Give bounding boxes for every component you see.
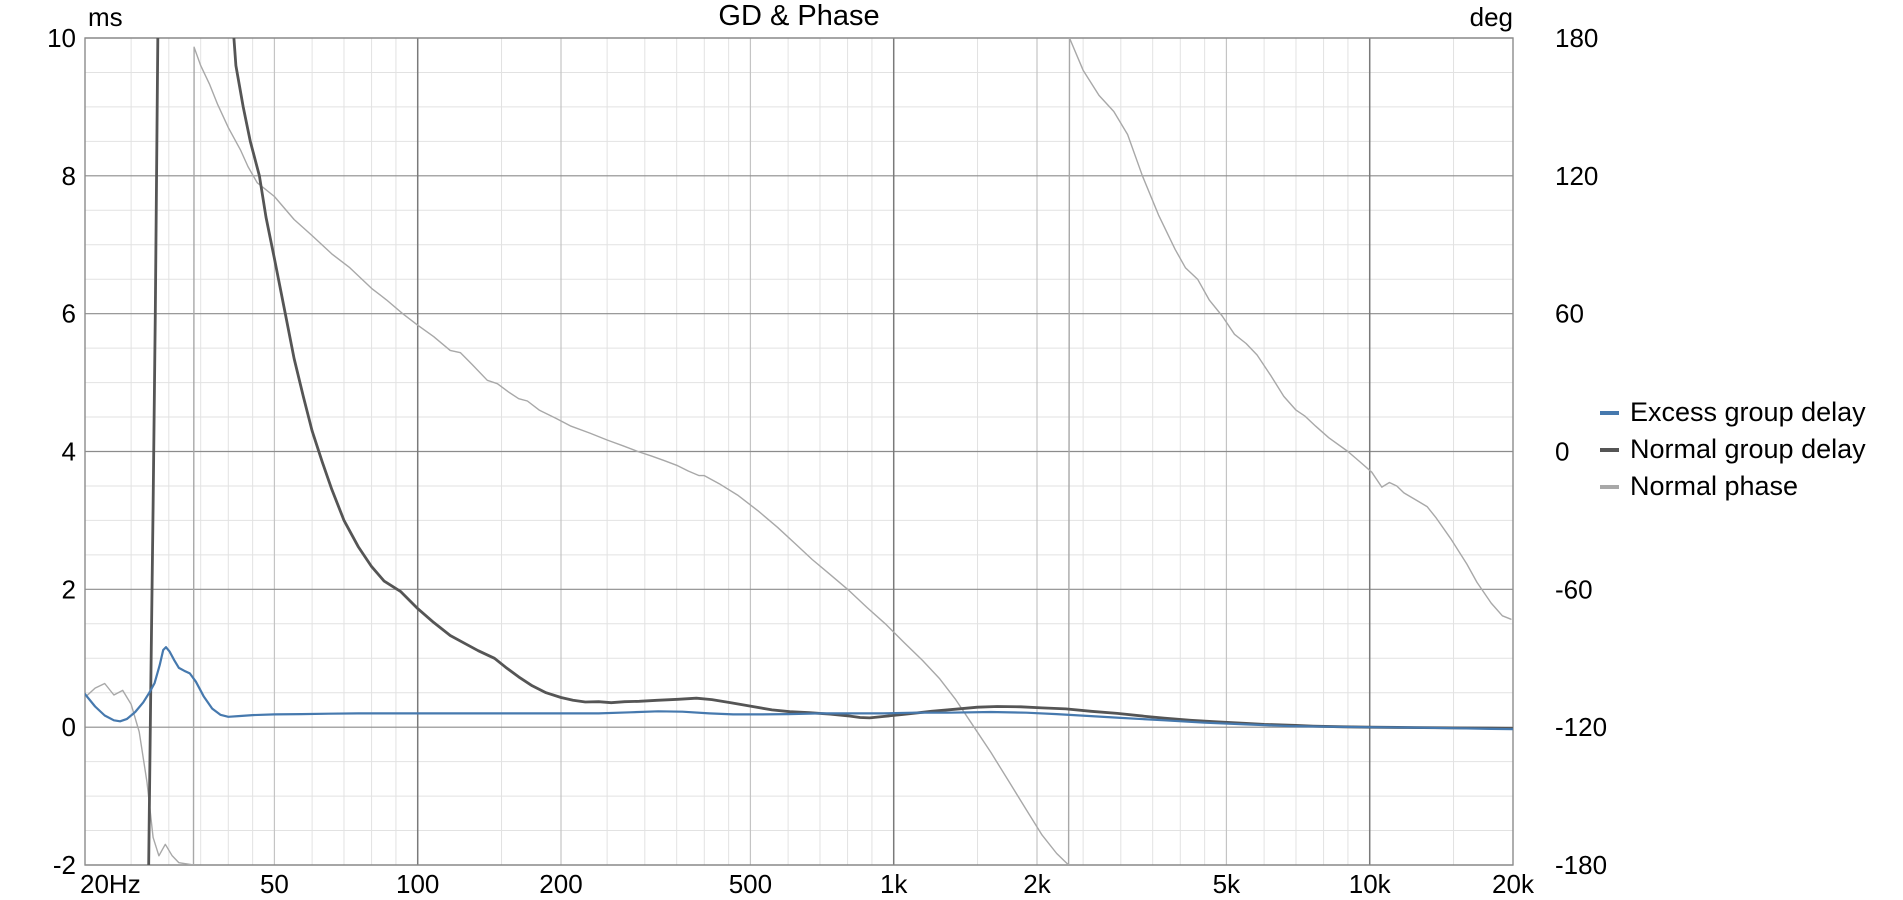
svg-text:500: 500 [729, 869, 772, 899]
svg-text:1k: 1k [880, 869, 908, 899]
series-group [85, 38, 1513, 865]
svg-text:-60: -60 [1555, 574, 1593, 604]
svg-text:2: 2 [62, 574, 76, 604]
svg-text:20k: 20k [1492, 869, 1535, 899]
plot-border [84, 37, 1514, 866]
svg-text:200: 200 [539, 869, 582, 899]
legend-dash-icon [1600, 447, 1619, 452]
grid-major [84, 37, 1514, 866]
legend-item-label: Excess group delay [1630, 397, 1866, 427]
right-axis-ticks: 180 120 60 0 -60 -120 -180 [1555, 23, 1607, 880]
right-axis-unit-label: deg [1469, 2, 1513, 32]
svg-text:0: 0 [1555, 437, 1569, 467]
svg-text:-180: -180 [1555, 850, 1607, 880]
legend-item-label: Normal phase [1630, 471, 1799, 501]
legend-dash-icon [1600, 484, 1619, 489]
svg-text:8: 8 [62, 161, 76, 191]
svg-text:10: 10 [47, 23, 76, 53]
series-normal-phase [85, 38, 1512, 865]
svg-text:4: 4 [62, 437, 76, 467]
chart-title: GD & Phase [718, 0, 880, 32]
svg-text:-2: -2 [53, 850, 76, 880]
series-excess-group-delay [85, 646, 1513, 731]
legend-item: Normal phase [1600, 468, 1866, 505]
legend-item: Excess group delay [1600, 394, 1866, 431]
svg-text:20Hz: 20Hz [80, 869, 141, 899]
svg-text:-120: -120 [1555, 712, 1607, 742]
svg-text:10k: 10k [1349, 869, 1392, 899]
svg-text:2k: 2k [1023, 869, 1051, 899]
svg-text:5k: 5k [1213, 869, 1241, 899]
legend-item: Normal group delay [1600, 431, 1866, 468]
svg-text:180: 180 [1555, 23, 1598, 53]
svg-text:60: 60 [1555, 299, 1584, 329]
svg-text:50: 50 [260, 869, 289, 899]
svg-text:6: 6 [62, 299, 76, 329]
svg-text:100: 100 [396, 869, 439, 899]
svg-text:0: 0 [62, 712, 76, 742]
legend-dash-icon [1600, 410, 1619, 415]
series-normal-group-delay [147, 38, 1513, 865]
legend-item-label: Normal group delay [1630, 434, 1866, 464]
legend: Excess group delay Normal group delay Norm… [1600, 394, 1866, 505]
svg-text:120: 120 [1555, 161, 1598, 191]
x-axis-ticks: 20Hz 50 100 200 500 1k 2k 5k 10k 20k [80, 869, 1535, 899]
left-axis-unit-label: ms [88, 2, 123, 32]
left-axis-ticks: 10 8 6 4 2 0 -2 [47, 23, 76, 880]
